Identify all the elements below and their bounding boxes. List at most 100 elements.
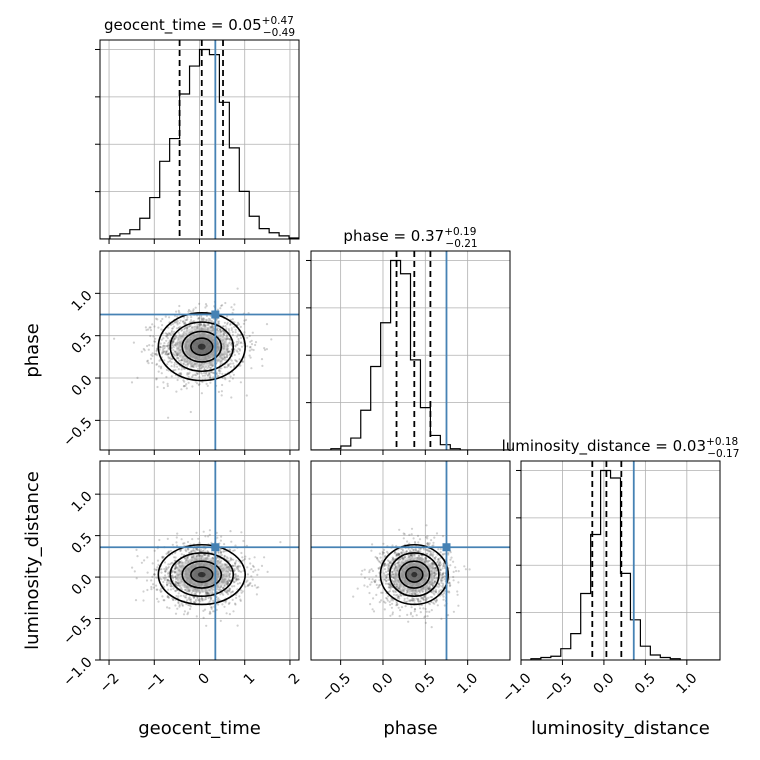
sample-point [183,327,187,330]
sample-point [208,533,211,537]
sample-point [447,552,450,555]
sample-point [191,549,194,552]
title-geocent_time: geocent_time = 0.05+0.47 −0.49 [104,15,295,39]
sample-point [464,568,467,571]
sample-point [183,322,186,325]
sample-point [167,571,170,574]
sample-point [219,551,223,554]
sample-point [187,548,190,551]
sample-point [413,597,416,601]
sample-point [198,302,201,305]
sample-point [174,556,177,559]
sample-point [387,573,390,576]
sample-point [412,599,415,602]
sample-point [374,580,377,583]
sample-point [249,340,252,343]
sample-point [162,347,165,350]
sample-point [161,317,164,321]
sample-point [239,364,242,367]
sample-point [442,572,445,575]
sample-point [248,346,252,349]
sample-point [185,387,188,390]
sample-point [179,560,182,564]
sample-point [171,340,175,344]
sample-point [409,555,412,558]
sample-point [231,333,234,336]
sample-point [250,343,254,346]
sample-point [187,603,190,607]
sample-point [426,548,429,552]
sample-point [162,599,165,602]
sample-point [223,366,226,369]
sample-point [398,597,401,600]
sample-point [189,550,193,553]
sample-point [162,381,165,384]
sample-point [192,549,195,552]
sample-point [158,359,161,362]
sample-point [417,554,420,557]
sample-point [202,317,205,320]
sample-point [231,585,234,588]
sample-point [206,591,210,595]
sample-point [132,341,135,344]
sample-point [197,367,200,370]
sample-point [257,586,260,589]
sample-point [399,609,402,612]
sample-point [166,382,169,385]
sample-point [261,364,264,367]
sample-point [190,316,193,319]
sample-point [244,555,247,558]
sample-point [246,573,249,576]
sample-point [174,580,177,583]
sample-point [180,602,183,605]
sample-point [219,370,222,373]
truth-marker [442,543,451,552]
sample-point [165,566,168,569]
x-tick-label: −0.5 [541,670,576,705]
sample-point [406,597,409,600]
sample-point [188,325,191,328]
sample-point [396,597,399,600]
sample-point [393,552,396,555]
sample-point [219,588,222,592]
sample-point [431,562,434,565]
sample-point [234,603,237,606]
sample-point [175,310,178,313]
sample-point [160,328,163,331]
sample-point [155,568,158,571]
sample-point [447,614,450,617]
sample-point [226,589,229,593]
sample-point [177,602,180,605]
sample-point [449,551,452,554]
sample-point [175,336,178,339]
sample-point [430,539,433,542]
sample-point [457,604,460,607]
sample-point [449,584,452,587]
sample-point [166,344,169,347]
sample-point [176,315,179,318]
sample-point [225,580,228,583]
sample-point [398,553,401,556]
sample-point [387,582,390,586]
sample-point [383,608,386,611]
sample-point [428,549,431,552]
sample-point [392,599,395,602]
sample-point [203,553,206,556]
sample-point [227,580,230,583]
sample-point [394,583,397,587]
sample-point [227,589,230,592]
sample-point [437,557,440,561]
sample-point [246,336,249,339]
sample-point [163,567,166,571]
sample-point [248,557,251,560]
sample-point [435,572,438,575]
sample-point [194,306,197,309]
sample-point [227,342,230,345]
sample-point [263,347,266,350]
sample-point [174,566,178,569]
sample-point [196,596,199,600]
sample-point [218,372,221,375]
sample-point [227,602,230,606]
sample-point [377,585,381,588]
sample-point [397,561,400,564]
